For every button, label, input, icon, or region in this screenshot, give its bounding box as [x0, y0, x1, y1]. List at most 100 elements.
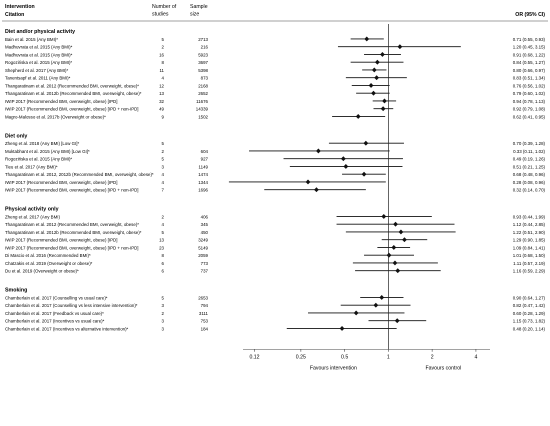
x-axis-ticks: 0.12 0.25 0.5 1 2 4	[249, 349, 477, 360]
forest-rows: Diet and/or physical activity Bain et al.…	[5, 29, 546, 331]
row-sample-size: 3249	[198, 238, 208, 243]
header-number-of-studies: Number of studies	[152, 4, 178, 18]
row-number-of-studies: 2	[162, 45, 165, 50]
point-estimate-diamond	[382, 98, 387, 104]
row-citation: IWIP 2017 (Recommended BMI, overweight, …	[5, 107, 139, 112]
row-citation: Madhuvrata et al. 2015 (Any BMI)*	[5, 52, 73, 57]
x-tick-label: 2	[431, 354, 434, 360]
point-estimate-diamond	[391, 245, 397, 250]
row-sample-size: 14339	[196, 107, 209, 112]
row-citation: Bain et al. 2015 (Any BMI)*	[5, 37, 58, 42]
row-number-of-studies: 2	[162, 214, 165, 219]
header-intervention: Intervention	[5, 4, 35, 10]
row-or-ci-label: 1.11 (0.57, 2.19)	[513, 261, 545, 266]
point-estimate-diamond	[402, 237, 407, 243]
row-or-ci-label: 1.12 (0.44, 2.85)	[513, 222, 546, 227]
group-title: Smoking	[5, 288, 27, 294]
row-or-ci-label: 0.94 (0.78, 1.13)	[513, 99, 546, 104]
row-number-of-studies: 4	[162, 172, 165, 177]
point-estimate-diamond	[374, 75, 380, 81]
row-sample-size: 216	[201, 45, 209, 50]
row-or-ci-label: 0.80 (0.66, 0.97)	[513, 68, 546, 73]
row-sample-size: 2652	[198, 91, 208, 96]
row-or-ci-label: 1.16 (0.59, 2.29)	[513, 269, 546, 274]
point-estimate-diamond	[363, 140, 369, 146]
row-or-ci-label: 0.92 (0.79, 1.08)	[513, 107, 546, 112]
row-number-of-studies: 23	[159, 245, 164, 250]
point-estimate-diamond	[397, 44, 403, 50]
point-estimate-diamond	[371, 90, 376, 96]
row-sample-size: 11676	[196, 99, 208, 104]
row-sample-size: 1696	[198, 188, 208, 193]
row-citation: Di Mascio et al. 2016 (Recommended BMI)*	[5, 253, 91, 258]
point-estimate-diamond	[395, 268, 401, 274]
row-citation: Zheng et al. 2018 (Any BMI) [Low GI]*	[5, 141, 79, 146]
row-or-ci-label: 0.71 (0.55, 0.93)	[513, 37, 546, 42]
row-citation: Muktabhant et al. 2015 (Any BMI) [Low GI…	[5, 149, 90, 154]
row-number-of-studies: 6	[162, 269, 165, 274]
row-citation: Thangaratinam et al. 2012 (Recommended B…	[5, 83, 139, 88]
row-or-ci-label: 0.68 (0.48, 0.96)	[513, 172, 546, 177]
row-number-of-studies: 16	[159, 52, 164, 57]
row-citation: Magro-Malosso et al. 2017b (Overweight o…	[5, 114, 106, 119]
row-or-ci-label: 0.84 (0.55, 1.27)	[513, 60, 546, 65]
row-sample-size: 2653	[198, 295, 208, 300]
row-number-of-studies: 49	[159, 107, 164, 112]
row-number-of-studies: 2	[162, 311, 165, 316]
x-tick-label: 0.12	[249, 354, 259, 360]
row-sample-size: 2168	[198, 83, 208, 88]
row-or-ci-label: 0.70 (0.39, 1.28)	[513, 141, 546, 146]
row-citation: IWIP 2017 (Recommended BMI, overweight, …	[5, 180, 117, 185]
row-citation: IWIP 2017 (Recommended BMI, overweight, …	[5, 188, 139, 193]
point-estimate-diamond	[339, 326, 345, 331]
point-estimate-diamond	[364, 36, 370, 42]
row-citation: Thangaratinam et al. 2012, 2012b (Recomm…	[5, 172, 154, 177]
row-sample-size: 1474	[198, 172, 208, 177]
row-or-ci-label: 0.82 (0.47, 1.42)	[513, 303, 546, 308]
row-number-of-studies: 8	[162, 60, 165, 65]
row-number-of-studies: 8	[162, 253, 165, 258]
row-sample-size: 3111	[199, 311, 209, 316]
row-sample-size: 3697	[198, 60, 208, 65]
row-or-ci-label: 0.33 (0.11, 1.02)	[513, 149, 545, 154]
x-tick-label: 0.5	[341, 354, 348, 360]
row-citation: Tanentsapf et al. 2011 (Any BMI)*	[5, 76, 71, 81]
row-sample-size: 5149	[198, 245, 208, 250]
row-citation: Thangaratinam et al. 2012b (Recommended …	[5, 91, 142, 96]
row-sample-size: 604	[201, 149, 209, 154]
group-title: Physical activity only	[5, 207, 59, 213]
row-or-ci-label: 0.32 (0.14, 0.70)	[513, 188, 546, 193]
point-estimate-diamond	[343, 164, 349, 169]
row-or-ci-label: 0.51 (0.21, 1.25)	[513, 164, 546, 169]
point-estimate-diamond	[380, 52, 385, 57]
row-or-ci-label: 0.60 (0.28, 1.29)	[513, 311, 546, 316]
point-estimate-diamond	[381, 214, 387, 219]
row-citation: IWIP 2017 (Recommended BMI, overweight, …	[5, 99, 117, 104]
point-estimate-diamond	[340, 156, 346, 162]
row-citation: Rogozińska et al. 2015 (Any BMI)*	[5, 60, 72, 65]
point-estimate-diamond	[373, 302, 379, 308]
row-number-of-studies: 9	[162, 114, 165, 119]
row-sample-size: 737	[201, 269, 209, 274]
row-or-ci-label: 0.28 (0.08, 0.96)	[513, 180, 546, 185]
row-or-ci-label: 0.76 (0.56, 1.02)	[513, 83, 546, 88]
header-sample-size: Sample size	[190, 4, 209, 18]
row-sample-size: 794	[201, 303, 209, 308]
row-sample-size: 753	[201, 319, 209, 324]
row-or-ci-label: 1.29 (0.90, 1.85)	[513, 238, 546, 243]
row-citation: Zheng et al. 2017 (Any BMI)	[5, 214, 60, 219]
header-sample-line-2: size	[190, 12, 199, 18]
row-number-of-studies: 5	[162, 230, 165, 235]
row-number-of-studies: 3	[162, 319, 165, 324]
table-header: Intervention Citation Number of studies …	[2, 4, 548, 22]
row-sample-size: 873	[201, 76, 209, 81]
row-sample-size: 2713	[198, 37, 208, 42]
point-estimate-diamond	[368, 83, 374, 88]
row-or-ci-label: 0.49 (0.19, 1.26)	[513, 157, 546, 162]
point-estimate-diamond	[398, 229, 404, 235]
row-sample-size: 345	[201, 222, 209, 227]
header-studies-line-2: studies	[152, 12, 169, 18]
row-citation: IWIP 2017 (Recommended BMI, overweight, …	[5, 238, 117, 243]
